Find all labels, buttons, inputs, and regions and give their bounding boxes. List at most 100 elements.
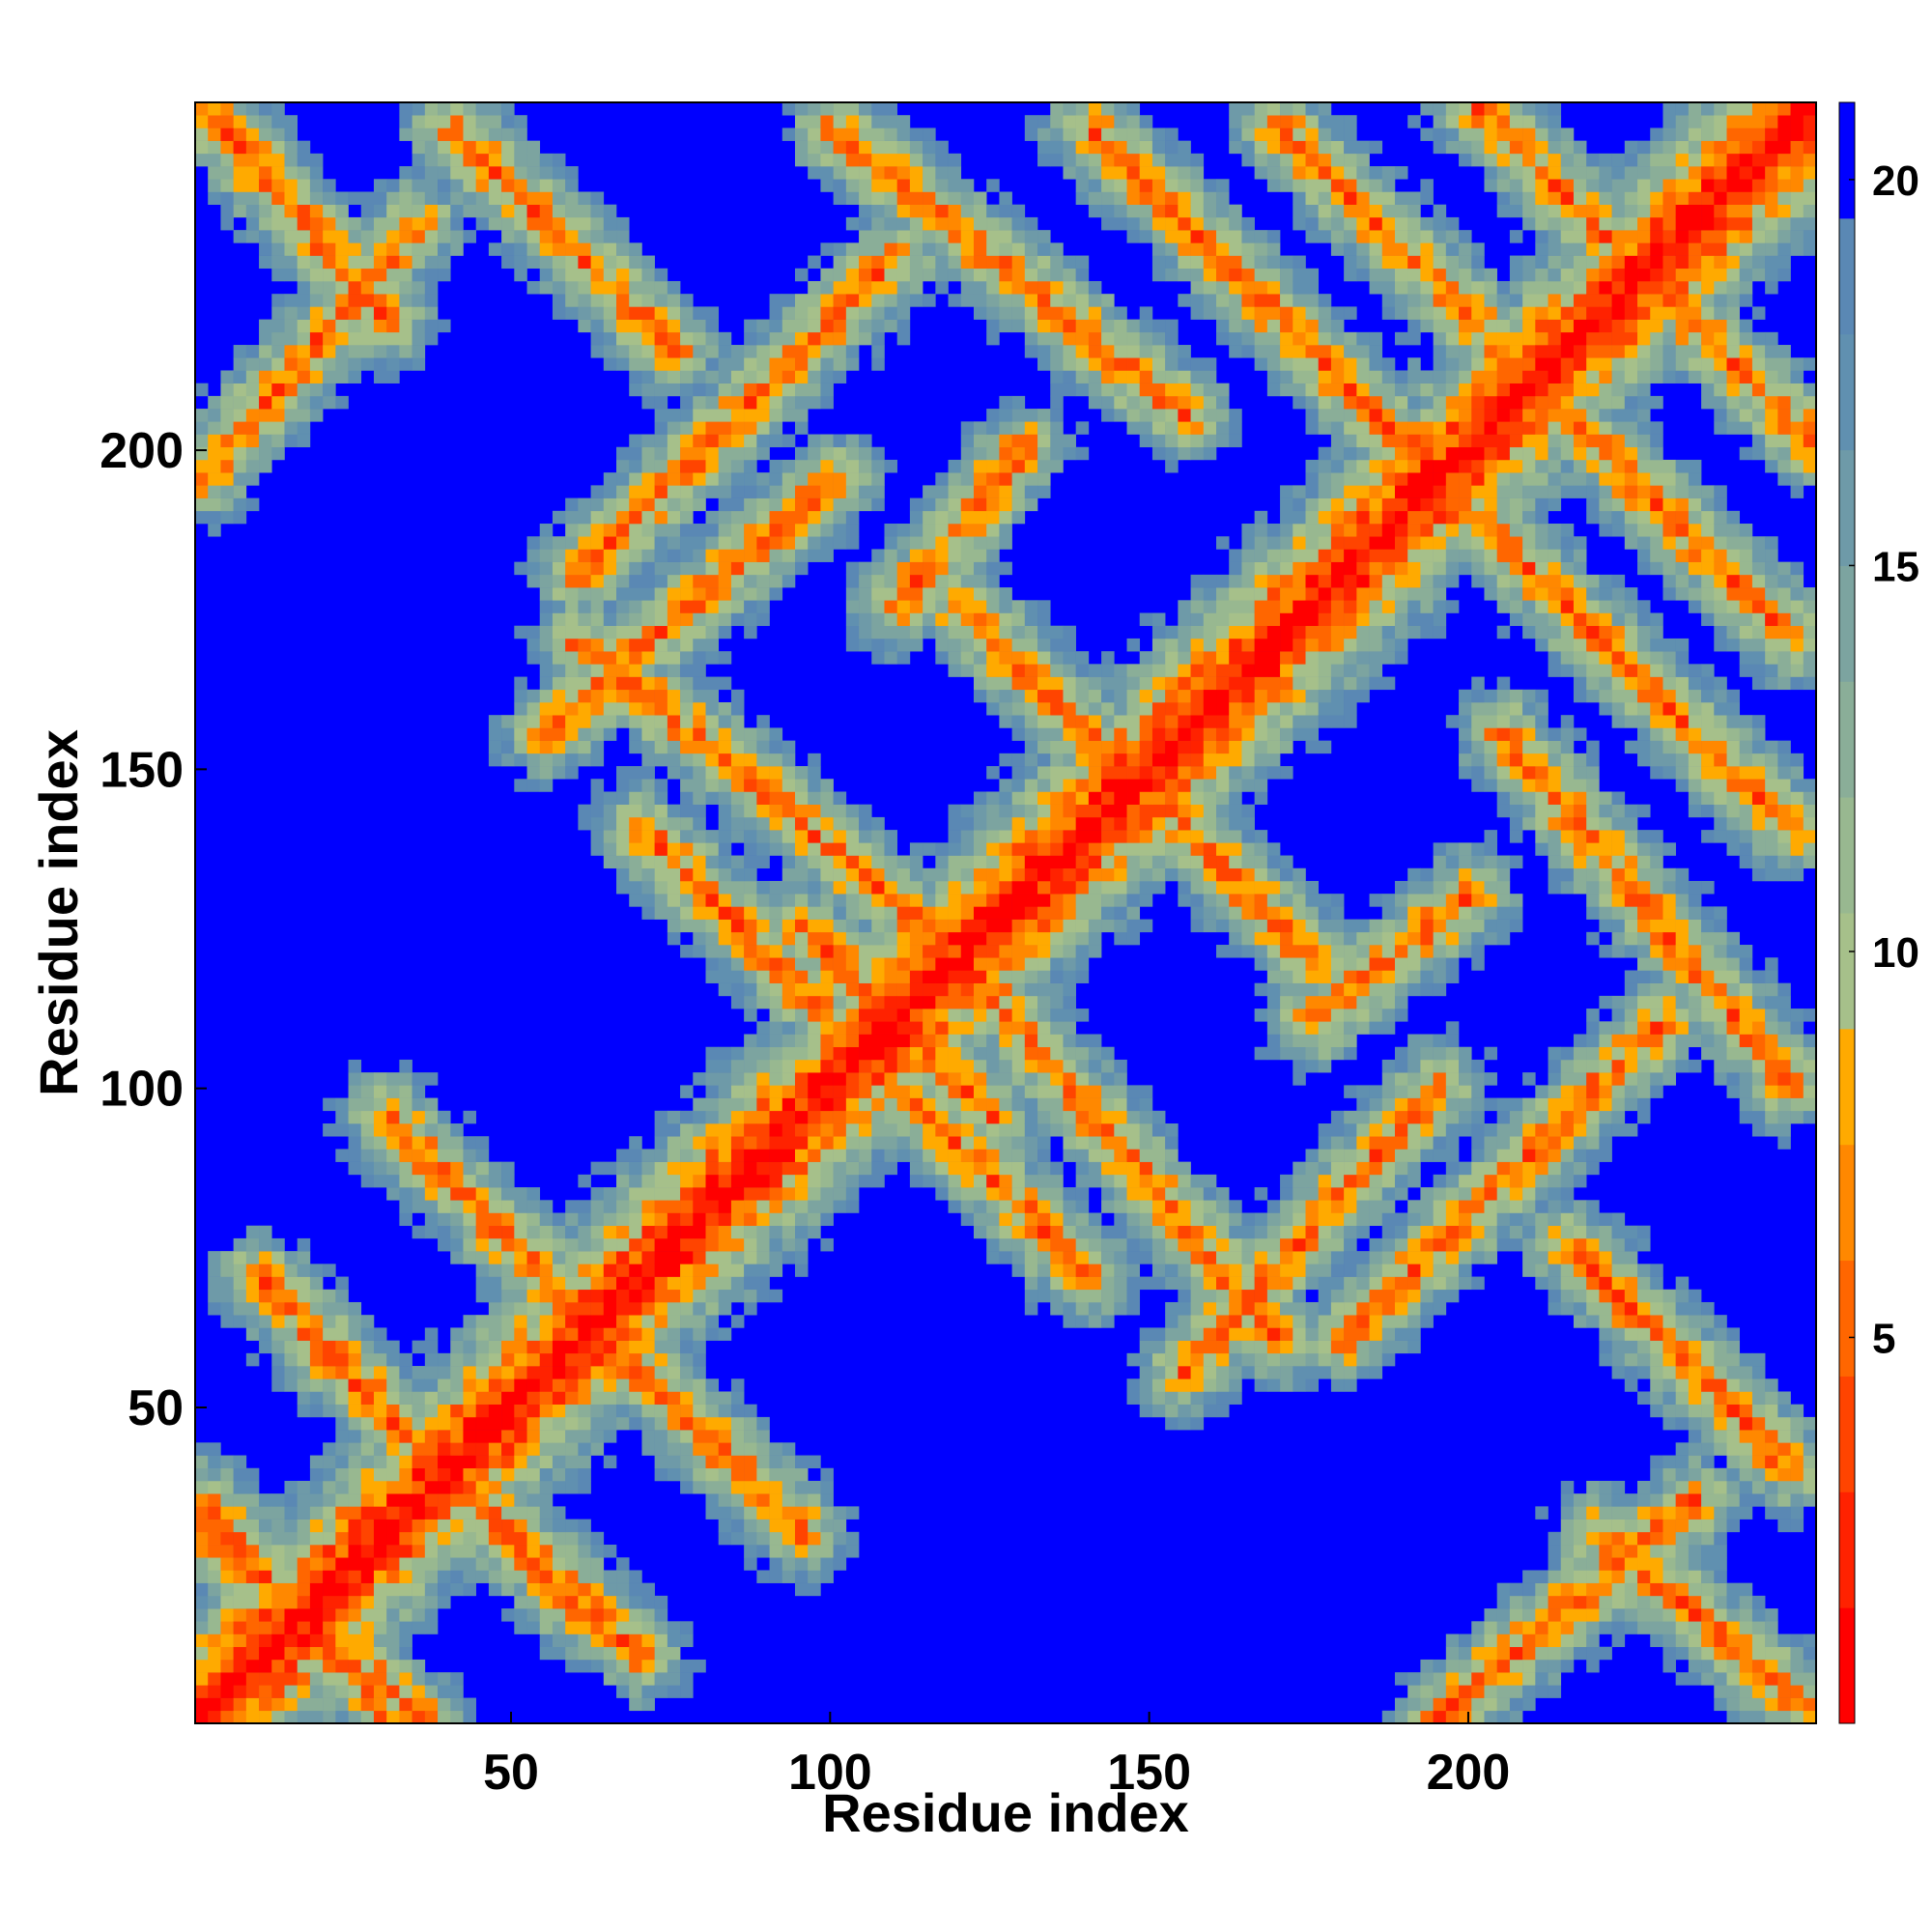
heatmap-cell [667, 370, 681, 384]
heatmap-cell [578, 319, 591, 333]
heatmap-cell [1151, 830, 1166, 843]
heatmap-cell [360, 1161, 375, 1176]
heatmap-cell [450, 102, 464, 116]
heatmap-cell [233, 1493, 247, 1507]
heatmap-cell [412, 1672, 426, 1686]
heatmap-cell [386, 345, 400, 358]
heatmap-cell [386, 1672, 400, 1686]
heatmap-cell [1088, 1225, 1102, 1239]
heatmap-cell [1126, 664, 1141, 677]
heatmap-cell [960, 242, 975, 256]
heatmap-cell [335, 1685, 349, 1698]
heatmap-cell [360, 268, 375, 282]
heatmap-cell [820, 536, 834, 550]
heatmap-cell [565, 766, 579, 780]
heatmap-cell [820, 140, 834, 155]
heatmap-cell [360, 1621, 375, 1634]
heatmap-cell [514, 1315, 527, 1328]
heatmap-cell [539, 1634, 554, 1648]
heatmap-cell [565, 216, 579, 231]
heatmap-cell [565, 1582, 579, 1597]
heatmap-cell [718, 1072, 732, 1086]
heatmap-cell [578, 1595, 591, 1609]
heatmap-cell [986, 1034, 1000, 1048]
heatmap-cell [1165, 1251, 1179, 1264]
heatmap-cell [475, 128, 490, 141]
heatmap-cell [578, 1237, 591, 1252]
heatmap-cell [641, 357, 655, 371]
heatmap-cell [986, 587, 1000, 601]
heatmap-cell [948, 242, 962, 256]
heatmap-cell [730, 409, 745, 422]
heatmap-cell [1088, 166, 1102, 180]
heatmap-cell [884, 919, 897, 933]
heatmap-cell [680, 1289, 694, 1303]
heatmap-cell [744, 867, 757, 882]
heatmap-cell [424, 1710, 439, 1724]
heatmap-cell [1114, 1174, 1127, 1188]
heatmap-cell [1165, 1340, 1179, 1354]
heatmap-cell [208, 485, 221, 498]
heatmap-cell [245, 1634, 260, 1648]
heatmap-cell [539, 204, 554, 218]
heatmap-cell [475, 153, 490, 167]
heatmap-cell [284, 1506, 298, 1520]
heatmap-cell [730, 370, 745, 384]
heatmap-cell [705, 791, 720, 805]
heatmap-cell [629, 727, 642, 741]
heatmap-cell [845, 497, 860, 512]
heatmap-cell [680, 740, 694, 754]
heatmap-cell [603, 1634, 617, 1648]
heatmap-cell [1075, 1315, 1090, 1328]
heatmap-cell [463, 1416, 476, 1431]
heatmap-cell [629, 268, 642, 282]
heatmap-cell [730, 1480, 745, 1494]
heatmap-cell [412, 1340, 426, 1354]
heatmap-cell [693, 1404, 706, 1418]
heatmap-cell [808, 830, 821, 843]
heatmap-cell [501, 727, 515, 741]
heatmap-cell [1126, 345, 1141, 358]
heatmap-cell [373, 1672, 387, 1686]
heatmap-cell [654, 1237, 668, 1252]
heatmap-cell [654, 1187, 668, 1201]
heatmap-cell [935, 638, 949, 652]
heatmap-cell [309, 1480, 324, 1494]
heatmap-cell [960, 931, 975, 946]
heatmap-cell [769, 1123, 783, 1137]
heatmap-cell [348, 1557, 362, 1571]
heatmap-cell [259, 115, 272, 128]
heatmap-cell [539, 1289, 554, 1303]
heatmap-cell [845, 1110, 860, 1124]
heatmap-cell [1114, 855, 1127, 869]
heatmap-cell [616, 612, 630, 627]
heatmap-cell [896, 1149, 911, 1162]
heatmap-cell [1024, 753, 1038, 767]
heatmap-cell [348, 268, 362, 282]
heatmap-cell [1139, 1085, 1153, 1098]
heatmap-cell [323, 294, 336, 307]
heatmap-cell [960, 1059, 975, 1073]
heatmap-cell [948, 1009, 962, 1022]
heatmap-cell [859, 230, 872, 243]
heatmap-cell [960, 867, 975, 882]
heatmap-cell [284, 395, 298, 410]
heatmap-cell [578, 638, 591, 652]
heatmap-cell [629, 561, 642, 576]
heatmap-cell [195, 1455, 209, 1469]
heatmap-cell [667, 855, 681, 869]
heatmap-cell [284, 1608, 298, 1622]
heatmap-cell [438, 1685, 451, 1698]
heatmap-cell [348, 1697, 362, 1712]
heatmap-cell [309, 1697, 324, 1712]
heatmap-cell [730, 830, 745, 843]
heatmap-cell [705, 919, 720, 933]
heatmap-cell [514, 1327, 527, 1341]
heatmap-cell [488, 1570, 502, 1583]
heatmap-cell [1114, 1289, 1127, 1303]
heatmap-cell [769, 1251, 783, 1264]
heatmap-cell [1011, 612, 1026, 627]
heatmap-cell [973, 880, 987, 895]
heatmap-cell [845, 894, 860, 907]
heatmap-cell [1063, 715, 1076, 728]
